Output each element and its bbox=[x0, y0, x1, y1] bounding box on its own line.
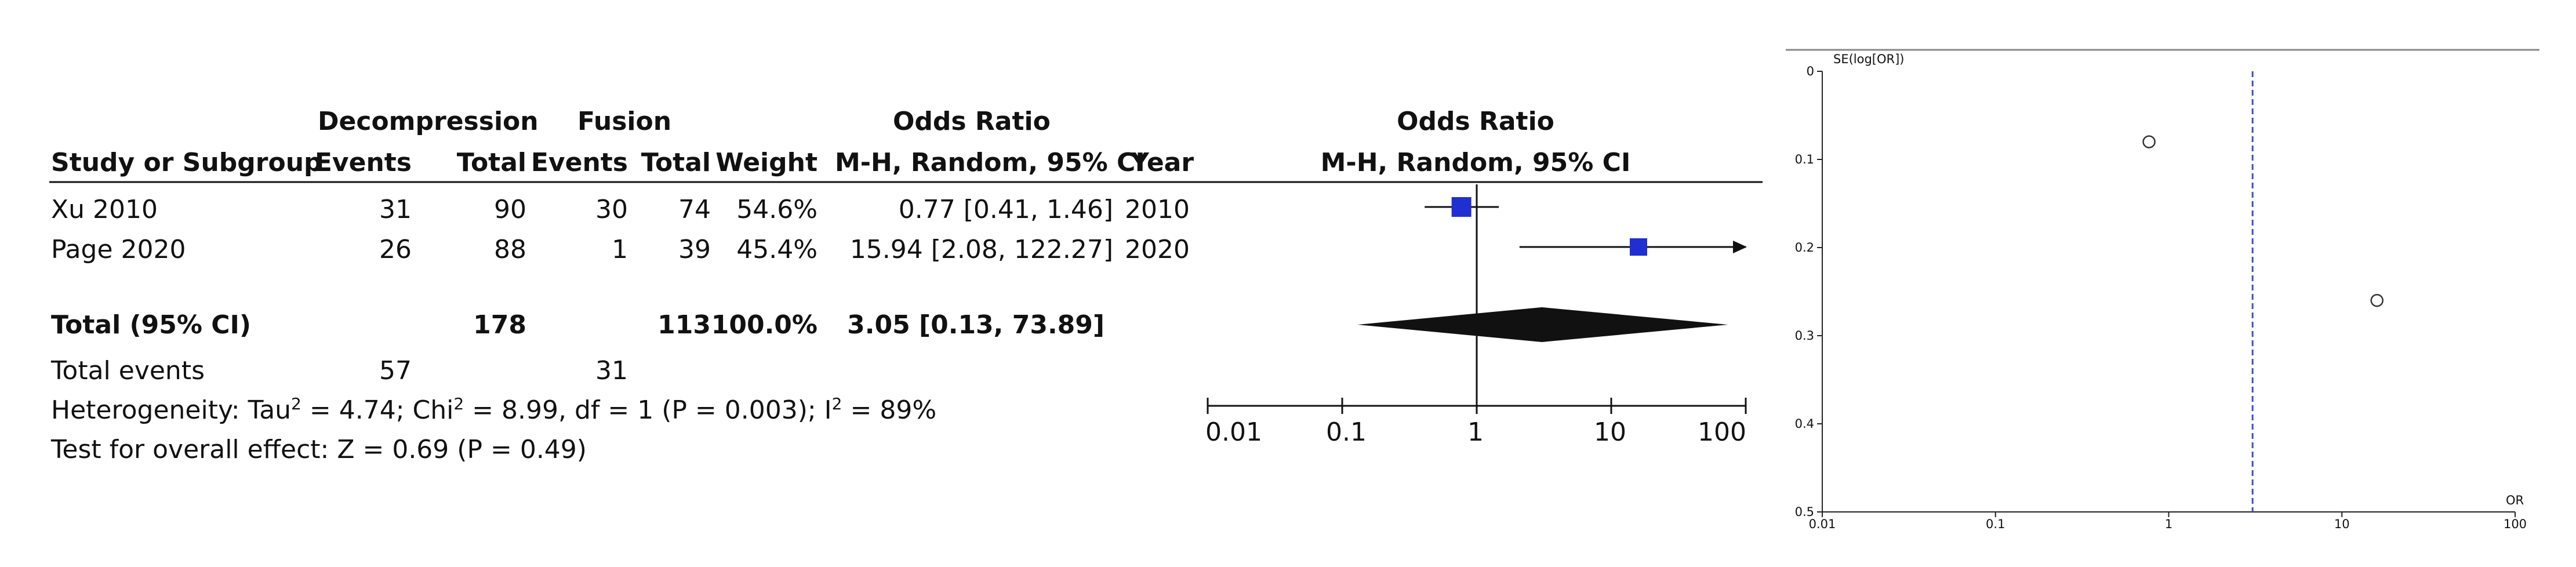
fus-events: 30 bbox=[595, 195, 628, 224]
heterogeneity-text: Heterogeneity: Tau2 = 4.74; Chi2 = 8.99,… bbox=[51, 394, 936, 425]
funnel-x-tick-label: 0.1 bbox=[1986, 517, 2005, 531]
study-row: Page 2020 26 88 1 39 45.4% 15.94 [2.08, … bbox=[51, 235, 1190, 264]
weight: 45.4% bbox=[736, 235, 818, 264]
forest-table: Decompression Fusion Odds Ratio Study or… bbox=[49, 107, 1763, 464]
forest-x-tick-label: 100 bbox=[1698, 417, 1746, 447]
study-square bbox=[1451, 197, 1472, 217]
fus-total: 39 bbox=[678, 235, 711, 264]
funnel-point bbox=[2370, 293, 2384, 307]
or-ci: 15.94 [2.08, 122.27] bbox=[850, 235, 1113, 264]
group-header-odds-ratio: Odds Ratio bbox=[893, 107, 1051, 136]
overall-effect-text: Test for overall effect: Z = 0.69 (P = 0… bbox=[50, 435, 587, 464]
funnel-point bbox=[2142, 135, 2156, 148]
pooled-diamond bbox=[1357, 307, 1728, 342]
funnel-x-tick-label: 0.01 bbox=[1809, 517, 1836, 531]
total-or-ci: 3.05 [0.13, 73.89] bbox=[847, 310, 1104, 340]
total-dec-total: 178 bbox=[473, 310, 526, 340]
col-dec-events: Events bbox=[315, 148, 412, 177]
study-name: Page 2020 bbox=[51, 235, 186, 264]
forest-plot: Odds Ratio M-H, Random, 95% CI 0.01 0.1 1 1… bbox=[1205, 107, 1747, 447]
funnel-y-tick-label: 0.2 bbox=[1795, 241, 1814, 255]
funnel-y-tick-label: 0.5 bbox=[1795, 505, 1814, 519]
col-fus-events: Events bbox=[531, 148, 628, 177]
plot-header-odds-ratio: Odds Ratio bbox=[1397, 107, 1554, 136]
group-header-fusion: Fusion bbox=[577, 107, 671, 136]
study-square bbox=[1629, 238, 1647, 256]
year: 2020 bbox=[1125, 235, 1190, 264]
funnel-y-tick-label: 0.3 bbox=[1795, 329, 1814, 343]
weight: 54.6% bbox=[736, 195, 818, 224]
forest-x-tick-label: 10 bbox=[1594, 417, 1626, 447]
funnel-plot: SE(log[OR]) OR 0 0.1 0.2 0.3 0.4 0.50.01 0.1 1 1… bbox=[1786, 49, 2539, 531]
or-ci: 0.77 [0.41, 1.46] bbox=[899, 195, 1113, 224]
group-header-decompression: Decompression bbox=[318, 107, 539, 136]
dec-total: 90 bbox=[494, 195, 526, 224]
events-dec: 57 bbox=[379, 356, 412, 386]
year: 2010 bbox=[1125, 195, 1190, 224]
dec-events: 26 bbox=[379, 235, 412, 264]
events-fus: 31 bbox=[595, 356, 628, 386]
funnel-y-tick-label: 0 bbox=[1807, 64, 1814, 78]
funnel-y-tick-label: 0.1 bbox=[1795, 152, 1814, 166]
col-year: Year bbox=[1130, 148, 1194, 177]
plot-header-method: M-H, Random, 95% CI bbox=[1321, 148, 1631, 177]
forest-x-tick-label: 1 bbox=[1467, 417, 1484, 447]
fus-total: 74 bbox=[678, 195, 711, 224]
total-fus-total: 113 bbox=[657, 310, 711, 340]
total-weight: 100.0% bbox=[711, 310, 818, 340]
funnel-x-label: OR bbox=[2506, 493, 2524, 507]
fus-events: 1 bbox=[612, 235, 628, 264]
total-row: Total (95% CI) 178 113 100.0% 3.05 [0.13… bbox=[51, 310, 1104, 340]
col-dec-total: Total bbox=[457, 148, 526, 177]
dec-events: 31 bbox=[379, 195, 412, 224]
study-name: Xu 2010 bbox=[51, 195, 158, 224]
dec-total: 88 bbox=[494, 235, 526, 264]
funnel-x-tick-label: 100 bbox=[2504, 517, 2527, 531]
ci-arrow bbox=[1733, 241, 1747, 253]
study-row: Xu 2010 31 90 30 74 54.6% 0.77 [0.41, 1.… bbox=[51, 195, 1190, 224]
funnel-x-tick-label: 10 bbox=[2334, 517, 2350, 531]
col-weight: Weight bbox=[715, 148, 818, 177]
funnel-y-tick-label: 0.4 bbox=[1795, 417, 1814, 431]
forest-x-tick-label: 0.1 bbox=[1326, 417, 1367, 447]
forest-x-tick-label: 0.01 bbox=[1205, 417, 1262, 447]
funnel-x-tick-label: 1 bbox=[2165, 517, 2172, 531]
funnel-y-label: SE(log[OR]) bbox=[1833, 52, 1905, 66]
events-row: Total events 57 31 bbox=[50, 356, 628, 386]
total-label: Total (95% CI) bbox=[51, 310, 251, 340]
col-method: M-H, Random, 95% CI bbox=[835, 148, 1145, 177]
events-label: Total events bbox=[50, 356, 205, 386]
col-study: Study or Subgroup bbox=[51, 148, 322, 177]
col-fus-total: Total bbox=[641, 148, 711, 177]
